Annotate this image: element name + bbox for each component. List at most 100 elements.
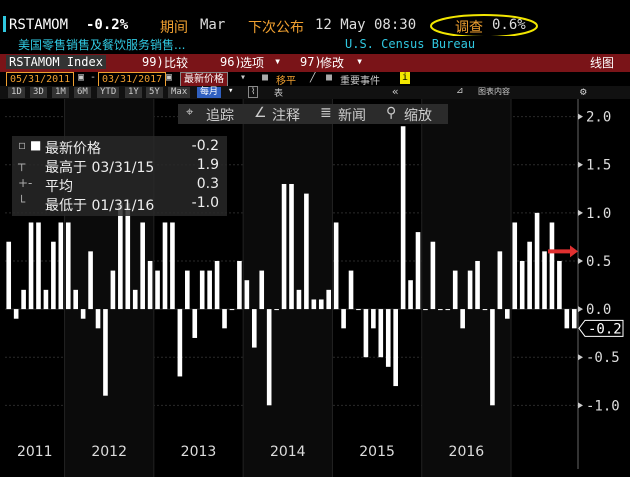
checkbox-icon[interactable]: ■ [326,72,333,83]
bar [237,260,242,310]
range-button-3d[interactable]: 3D [30,87,47,98]
bar [80,309,86,319]
survey-label: 调查 [455,20,483,36]
bar [199,270,205,310]
compare-menu[interactable]: 比较 [164,56,189,70]
range-button-1d[interactable]: 1D [8,87,25,98]
annotate-button[interactable]: 注释 [272,108,300,124]
range-button-5y[interactable]: 5Y [146,87,163,98]
table-view-button[interactable]: 表 [274,89,284,99]
survey-arrow-icon [548,245,578,258]
survey-highlight-ellipse [430,14,538,36]
bar [348,270,354,310]
y-tick-mark [578,257,583,264]
bar [244,280,250,310]
bar [564,309,570,329]
line-style-icon[interactable]: ⌇ [248,86,259,98]
last-value-label: -0.2 [588,321,622,337]
calendar-icon[interactable]: ▣ [78,72,85,83]
bar [445,309,451,311]
range-button-1m[interactable]: 1M [52,87,69,98]
legend-last-value: -0.2 [191,138,219,154]
calendar-icon[interactable]: ▣ [166,72,173,83]
edit-menu[interactable]: 修改 [320,56,345,70]
bar [438,309,443,311]
y-tick-mark [578,354,583,361]
pencil-icon[interactable]: ╱ [310,72,317,83]
y-tick-mark [578,113,583,120]
bar [467,270,473,310]
last-value-box [578,319,624,337]
bars [6,126,577,406]
y-tick-label: 0.0 [586,302,611,318]
bar [460,309,465,329]
bar [430,241,436,310]
chevron-down-icon: ▾ [274,54,282,68]
bar [512,222,518,310]
bar [408,280,413,310]
gear-icon[interactable]: ⚙ [580,86,587,98]
crosshair-icon: ⌖ [186,105,194,120]
options-menu[interactable]: 选项 [240,56,265,70]
moving-average-toggle[interactable]: 移平 [276,76,296,86]
bar [274,309,279,311]
start-date-input[interactable]: 05/31/2011 [6,72,75,86]
bar [51,241,56,310]
y-axis: 2.0 1.5 1.0 0.5 0.0 -0.5 -1.0 -0.2 [548,99,624,469]
field-selector[interactable]: 最新价格 [180,72,228,86]
x-year-label: 2016 [449,444,485,460]
bar [363,309,369,358]
bar [497,251,503,310]
bar [185,270,190,310]
period-value: Mar [200,17,226,33]
menu-bar: RSTAMOM Index 99) 比较 96) 选项 ▾ 97) 修改 ▾ 线… [0,54,630,72]
y-tick-label: -0.5 [586,350,620,366]
pencil-icon: ∠ [254,105,267,121]
bar [452,270,458,310]
bar [28,222,34,310]
bar [341,309,346,329]
legend-avg-label: 平均 [45,179,73,195]
frequency-selector[interactable]: 每月 [197,87,222,98]
range-button-max[interactable]: Max [168,87,191,98]
bar [311,299,317,310]
line-chart-button[interactable]: 线图 [590,56,615,70]
y-tick-mark [578,161,583,168]
bar-chart: 2.0 1.5 1.0 0.5 0.0 -0.5 -1.0 -0.2 2011 2012 2013… [0,99,630,477]
legend-low-label: 最低于 01/31/16 [45,198,155,214]
bar [571,309,577,329]
chart-content-menu[interactable]: 图表内容 [478,87,510,96]
chevron-down-icon: ▾ [240,72,247,83]
chevron-down-icon: ▾ [228,86,234,96]
range-buttons-bar: 1D 3D 1M 6M YTD 1Y 5Y Max 每月 ▾ ⌇ 表 « ⊿ 图… [0,86,630,99]
zoom-button[interactable]: 缩放 [404,108,432,124]
range-button-6m[interactable]: 6M [74,87,91,98]
bar [147,260,153,310]
checkbox-icon[interactable]: ■ [262,72,269,83]
key-events-toggle[interactable]: 重要事件 [340,76,380,86]
bar [385,309,391,367]
legend-row-high: ┬ 最高于 03/31/15 1.9 [12,157,227,177]
end-date-input[interactable]: 03/31/2017 [98,72,167,86]
track-button[interactable]: 追踪 [206,108,234,124]
legend-row-last: ▫ ■ 最新价格 -0.2 [12,138,227,158]
bar [400,126,406,310]
header-bar: RSTAMOM -0.2% 期间 Mar 下次公布 12 May 08:30 调… [0,14,630,36]
ticker: RSTAMOM [9,17,69,33]
bar [333,222,339,310]
bar [229,309,235,311]
change-value: -0.2% [86,17,129,33]
y-tick-label: -1.0 [586,398,620,414]
news-button[interactable]: 新闻 [338,108,366,124]
description-bar: 美国零售销售及餐饮服务销售... U.S. Census Bureau [0,36,630,54]
double-chevron-left-icon[interactable]: « [392,86,399,98]
info-icon[interactable]: i [400,72,411,84]
high-marker-icon: ┬ [18,157,26,171]
x-axis-labels: 2011 2012 2013 2014 2015 2016 [17,444,484,460]
range-button-1y[interactable]: 1Y [125,87,142,98]
chart-icon: ⊿ [456,86,464,96]
bar [88,251,93,310]
range-button-ytd[interactable]: YTD [97,87,120,98]
index-name[interactable]: RSTAMOM Index [6,55,106,69]
bar [281,183,287,310]
